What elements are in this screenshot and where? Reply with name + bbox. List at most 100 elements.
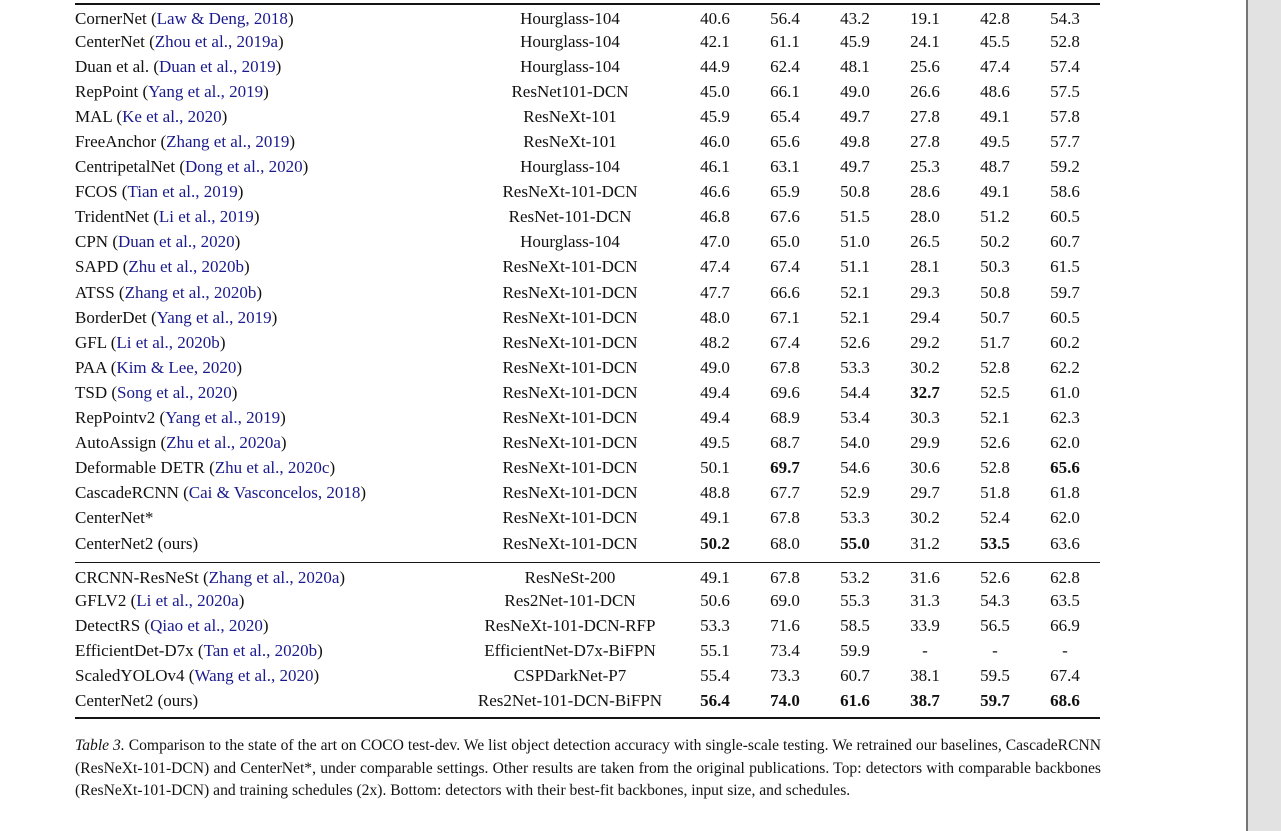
method-cell: CornerNet (Law & Deng, 2018)	[75, 8, 294, 28]
metric-cell: 51.1	[840, 257, 870, 277]
table-row: BorderDet (Yang et al., 2019) ResNeXt-101…	[75, 305, 1100, 330]
backbone-cell: Hourglass-104	[520, 157, 620, 177]
citation-link[interactable]: Ke et al., 2020	[122, 106, 222, 126]
citation-link[interactable]: Li et al., 2019	[158, 207, 254, 227]
metric-cell: 50.8	[840, 182, 870, 202]
metric-cell: 42.1	[700, 31, 730, 51]
table-row: DetectRS (Qiao et al., 2020) ResNeXt-101-…	[75, 613, 1100, 638]
metric-cell: 63.6	[1050, 533, 1080, 553]
metric-cell: 61.6	[840, 691, 870, 711]
method-cell: FreeAnchor (Zhang et al., 2019)	[75, 132, 295, 152]
citation-link[interactable]: Qiao et al., 2020	[150, 615, 263, 635]
metric-cell: 19.1	[910, 8, 940, 28]
method-cell: GFL (Li et al., 2020b)	[75, 332, 226, 352]
metric-cell: 26.5	[910, 232, 940, 252]
metric-cell: 68.9	[770, 408, 800, 428]
citation-link[interactable]: Cai & Vasconcelos, 2018	[188, 483, 361, 503]
citation-link[interactable]: Zhang et al., 2019	[166, 132, 290, 152]
metric-cell: 54.3	[980, 590, 1010, 610]
metric-cell: 25.6	[910, 56, 940, 76]
metric-cell: 51.2	[980, 207, 1010, 227]
table-row: TridentNet (Li et al., 2019) ResNet-101-D…	[75, 205, 1100, 230]
method-cell: BorderDet (Yang et al., 2019)	[75, 307, 278, 327]
citation-link[interactable]: Dong et al., 2020	[185, 157, 303, 177]
metric-cell: 49.1	[980, 106, 1010, 126]
method-cell: TSD (Song et al., 2020)	[75, 382, 238, 402]
backbone-cell: ResNeXt-101-DCN	[502, 307, 638, 327]
method-cell: FCOS (Tian et al., 2019)	[75, 182, 244, 202]
method-cell: CenterNet2 (ours)	[75, 691, 199, 711]
citation-link[interactable]: Kim & Lee, 2020	[116, 357, 237, 377]
citation-link[interactable]: Zhu et al., 2020b	[128, 257, 245, 277]
citation-link[interactable]: Wang et al., 2020	[194, 665, 314, 685]
citation-link[interactable]: Zhang et al., 2020a	[208, 568, 340, 588]
metric-cell: 67.8	[770, 568, 800, 588]
metric-cell: 60.5	[1050, 307, 1080, 327]
metric-cell: 59.2	[1050, 157, 1080, 177]
metric-cell: 59.7	[1050, 282, 1080, 302]
citation-link[interactable]: Tan et al., 2020b	[203, 640, 318, 660]
citation-link[interactable]: Song et al., 2020	[117, 382, 232, 402]
metric-cell: 62.3	[1050, 408, 1080, 428]
metric-cell: 30.2	[910, 357, 940, 377]
citation-link[interactable]: Zhang et al., 2020b	[124, 282, 257, 302]
citation-link[interactable]: Li et al., 2020a	[136, 590, 239, 610]
backbone-cell: ResNeXt-101	[523, 132, 617, 152]
metric-cell: 60.5	[1050, 207, 1080, 227]
backbone-cell: EfficientNet-D7x-BiFPN	[484, 640, 656, 660]
citation-link[interactable]: Yang et al., 2019	[148, 81, 264, 101]
metric-cell: 48.2	[700, 332, 730, 352]
metric-cell: 58.6	[1050, 182, 1080, 202]
metric-cell: 49.5	[700, 433, 730, 453]
table-row: GFL (Li et al., 2020b) ResNeXt-101-DCN 48.…	[75, 330, 1100, 355]
table-row: CPN (Duan et al., 2020) Hourglass-104 47.0…	[75, 230, 1100, 255]
metric-cell: 59.9	[840, 640, 870, 660]
metric-cell: 66.9	[1050, 615, 1080, 635]
metric-cell: 57.8	[1050, 106, 1080, 126]
metric-cell: 69.6	[770, 382, 800, 402]
backbone-cell: Hourglass-104	[520, 31, 620, 51]
metric-cell: 31.2	[910, 533, 940, 553]
metric-cell: 57.7	[1050, 132, 1080, 152]
metric-cell: 47.4	[980, 56, 1010, 76]
metric-cell: 49.1	[980, 182, 1010, 202]
backbone-cell: Res2Net-101-DCN-BiFPN	[477, 691, 663, 711]
metric-cell: 47.0	[700, 232, 730, 252]
citation-link[interactable]: Zhu et al., 2020c	[214, 458, 330, 478]
metric-cell: 49.7	[840, 157, 870, 177]
metric-cell: 61.8	[1050, 483, 1080, 503]
method-cell: AutoAssign (Zhu et al., 2020a)	[75, 433, 287, 453]
metric-cell: 67.8	[770, 508, 800, 528]
metric-cell: 60.7	[840, 665, 870, 685]
table-row: CenterNet* ResNeXt-101-DCN 49.1 67.8 53.3 30.…	[75, 506, 1100, 531]
backbone-cell: Hourglass-104	[520, 8, 620, 28]
section-divider-rule	[75, 562, 1100, 564]
backbone-cell: ResNeXt-101-DCN	[502, 508, 638, 528]
metric-cell: 51.8	[980, 483, 1010, 503]
citation-link[interactable]: Zhou et al., 2019a	[154, 31, 278, 51]
metric-cell: 61.0	[1050, 382, 1080, 402]
metric-cell: 27.8	[910, 106, 940, 126]
metric-cell: 45.0	[700, 81, 730, 101]
results-table: CornerNet (Law & Deng, 2018) Hourglass-10…	[75, 3, 1100, 719]
metric-cell: 33.9	[910, 615, 940, 635]
citation-link[interactable]: Tian et al., 2019	[127, 182, 238, 202]
citation-link[interactable]: Yang et al., 2019	[165, 408, 281, 428]
table-caption: Table 3. Comparison to the state of the …	[75, 735, 1101, 803]
citation-link[interactable]: Law & Deng, 2018	[156, 8, 288, 28]
metric-cell: 50.1	[700, 458, 730, 478]
citation-link[interactable]: Duan et al., 2020	[117, 232, 235, 252]
backbone-cell: CSPDarkNet-P7	[513, 665, 627, 685]
citation-link[interactable]: Duan et al., 2019	[159, 56, 276, 76]
citation-link[interactable]: Li et al., 2020b	[116, 332, 220, 352]
metric-cell: 42.8	[980, 8, 1010, 28]
metric-cell: 67.1	[770, 307, 800, 327]
citation-link[interactable]: Yang et al., 2019	[156, 307, 272, 327]
backbone-cell: ResNeXt-101-DCN	[502, 182, 638, 202]
table-row: AutoAssign (Zhu et al., 2020a) ResNeXt-10…	[75, 431, 1100, 456]
metric-cell: 30.6	[910, 458, 940, 478]
citation-link[interactable]: Zhu et al., 2020a	[166, 433, 281, 453]
metric-cell: 67.8	[770, 357, 800, 377]
method-cell: ATSS (Zhang et al., 2020b)	[75, 282, 262, 302]
table-row: FCOS (Tian et al., 2019) ResNeXt-101-DCN 4…	[75, 180, 1100, 205]
